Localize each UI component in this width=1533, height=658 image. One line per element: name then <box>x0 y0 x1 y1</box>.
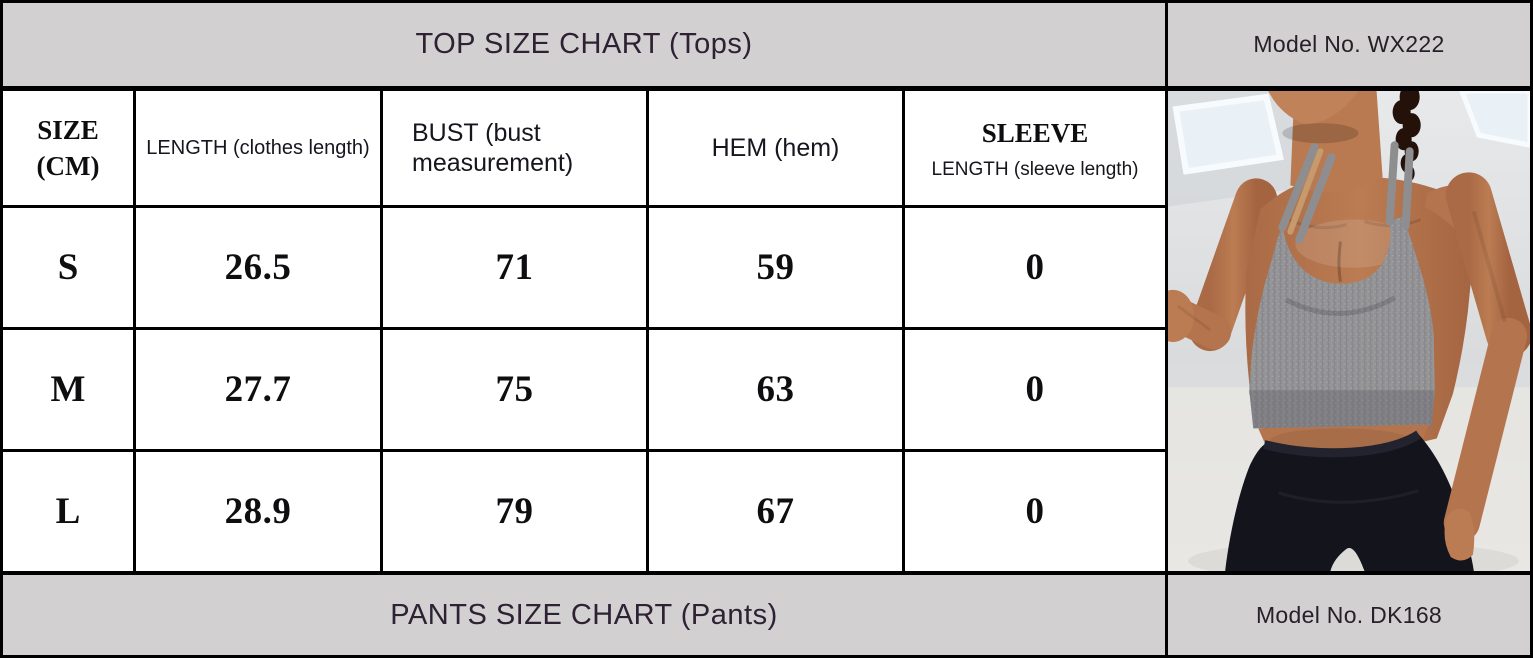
model-photo-illustration <box>1168 91 1530 571</box>
model-photo <box>1168 91 1530 571</box>
model-no-top: Model No. WX222 <box>1253 31 1445 57</box>
header-size-line2: (CM) <box>36 151 100 181</box>
size-table: SIZE (CM) LENGTH (clothes length) BUST (… <box>3 91 1168 571</box>
table-row-m-length: 27.7 <box>136 330 380 449</box>
top-size-chart-title: TOP SIZE CHART (Tops) <box>415 28 753 60</box>
bottom-model-no-cell: Model No. DK168 <box>1168 575 1530 655</box>
table-row-s-bust: 71 <box>383 208 646 327</box>
header-sleeve-line1: SLEEVE <box>981 118 1089 149</box>
model-no-bottom: Model No. DK168 <box>1255 601 1443 628</box>
header-size: SIZE (CM) <box>3 91 133 205</box>
table-row-l-bust: 79 <box>383 452 646 571</box>
table-row-s-sleeve: 0 <box>905 208 1165 327</box>
bottom-banner-title-cell: PANTS SIZE CHART (Pants) <box>3 575 1168 655</box>
table-row-m-size: M <box>3 330 133 449</box>
middle-section: SIZE (CM) LENGTH (clothes length) BUST (… <box>3 91 1530 571</box>
table-row-l-length: 28.9 <box>136 452 380 571</box>
header-sleeve-line2: LENGTH (sleeve length) <box>931 158 1139 180</box>
table-row-m-sleeve: 0 <box>905 330 1165 449</box>
header-sleeve: SLEEVE LENGTH (sleeve length) <box>905 91 1165 205</box>
header-length: LENGTH (clothes length) <box>136 91 380 205</box>
table-row-s-size: S <box>3 208 133 327</box>
table-row-l-size: L <box>3 452 133 571</box>
table-row-l-hem: 67 <box>649 452 902 571</box>
table-row-m-hem: 63 <box>649 330 902 449</box>
table-row-s-length: 26.5 <box>136 208 380 327</box>
table-row-s-hem: 59 <box>649 208 902 327</box>
top-model-no-cell: Model No. WX222 <box>1168 3 1530 86</box>
top-banner-row: TOP SIZE CHART (Tops) Model No. WX222 <box>3 3 1530 91</box>
bottom-banner-row: PANTS SIZE CHART (Pants) Model No. DK168 <box>3 571 1530 655</box>
header-size-line1: SIZE <box>37 114 99 145</box>
top-banner-title-cell: TOP SIZE CHART (Tops) <box>3 3 1168 86</box>
table-row-m-bust: 75 <box>383 330 646 449</box>
header-bust: BUST (bust measurement) <box>383 91 646 205</box>
table-row-l-sleeve: 0 <box>905 452 1165 571</box>
pants-size-chart-title: PANTS SIZE CHART (Pants) <box>390 598 778 631</box>
header-hem: HEM (hem) <box>649 91 902 205</box>
